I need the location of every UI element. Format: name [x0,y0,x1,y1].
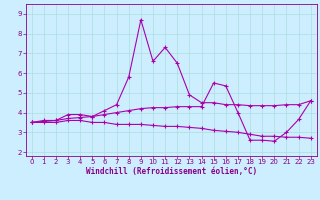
X-axis label: Windchill (Refroidissement éolien,°C): Windchill (Refroidissement éolien,°C) [86,167,257,176]
